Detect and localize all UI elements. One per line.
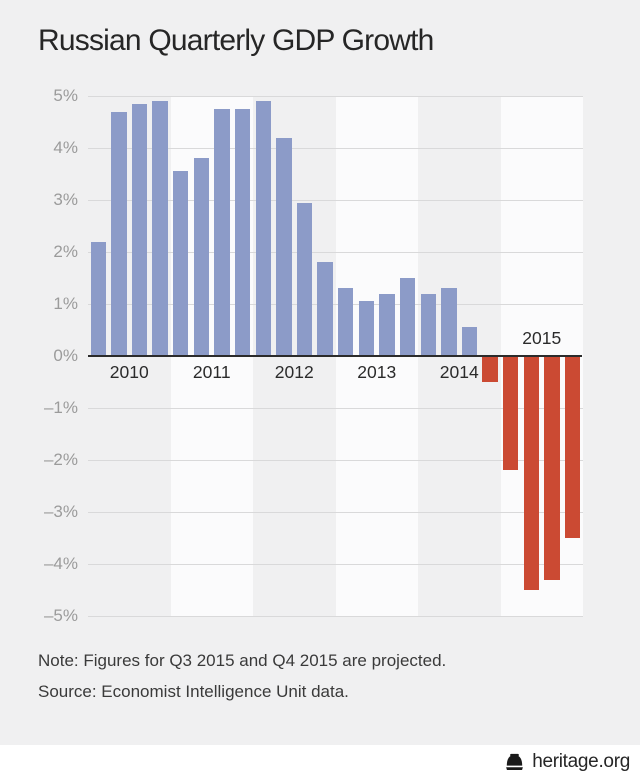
bar-2010-q4 [152, 101, 168, 356]
y-axis-label--5: –5% [43, 606, 78, 625]
bar-2015-q1 [503, 356, 519, 471]
gridline--4pct [88, 563, 583, 565]
gridline-1pct [88, 303, 583, 305]
y-axis-label--1: –1% [43, 398, 78, 417]
gdp-bar-chart: 5% 4% 3% 2% 1% 0% –1% –2% –3% –4% –5% 2010 2011 2012 2… [0, 86, 640, 625]
gridline-3pct [88, 199, 583, 201]
bar-2010-q1 [90, 241, 106, 356]
bar-2012-q3 [296, 202, 313, 356]
y-axis-label-5: 5% [53, 86, 78, 105]
brand-text: heritage.org [532, 751, 630, 772]
y-axis-label-2: 2% [53, 242, 78, 261]
bar-2013-q4 [399, 278, 416, 356]
bar-2010-q2 [111, 111, 127, 356]
bar-2011-q4 [234, 109, 251, 356]
y-axis-label--2: –2% [43, 450, 78, 469]
y-axis-label-1: 1% [53, 294, 78, 313]
y-axis-label--4: –4% [43, 554, 78, 573]
page-title: Russian Quarterly GDP Growth [38, 24, 434, 57]
bar-2011-q1 [173, 171, 189, 356]
bar-2014-q1 [420, 293, 436, 356]
bar-2011-q2 [193, 158, 210, 356]
bar-2013-q2 [358, 301, 375, 356]
footer-bar: heritage.org [0, 745, 640, 779]
bar-2014-q2 [441, 288, 457, 356]
bar-2012-q2 [276, 137, 292, 356]
bar-2014-q3 [461, 327, 478, 356]
gridline-2pct [88, 251, 583, 253]
bar-2010-q3 [131, 103, 148, 356]
gridline-5pct [88, 95, 583, 97]
bar-2011-q3 [214, 109, 230, 356]
gridline-4pct [88, 147, 583, 149]
year-label-2012: 2012 [274, 362, 314, 382]
bar-2015-q3 [544, 356, 560, 580]
zero-axis-line [88, 355, 582, 357]
y-axis-label-0: 0% [53, 346, 78, 365]
gridline--3pct [88, 511, 583, 513]
bar-2013-q1 [338, 288, 354, 356]
bar-2013-q3 [379, 293, 395, 356]
bar-2015-q4 [564, 356, 581, 538]
gridline--5pct [88, 615, 583, 617]
bar-2014-q4 [482, 356, 498, 382]
y-axis-label--3: –3% [43, 502, 78, 521]
year-label-2014: 2014 [439, 362, 479, 382]
chart-note: Note: Figures for Q3 2015 and Q4 2015 ar… [38, 651, 447, 670]
chart-source: Source: Economist Intelligence Unit data… [38, 682, 349, 701]
bar-2012-q4 [317, 262, 333, 356]
gridline--2pct [88, 459, 583, 461]
year-label-2013: 2013 [357, 362, 397, 382]
year-label-2011: 2011 [192, 362, 231, 382]
gridline--1pct [88, 407, 583, 409]
bar-2015-q2 [523, 356, 540, 590]
y-axis-label-4: 4% [53, 138, 78, 157]
y-axis-label-3: 3% [53, 190, 78, 209]
year-label-2015: 2015 [522, 328, 562, 348]
bar-2012-q1 [255, 101, 271, 356]
liberty-bell-icon [504, 752, 525, 773]
year-label-2010: 2010 [109, 362, 149, 382]
